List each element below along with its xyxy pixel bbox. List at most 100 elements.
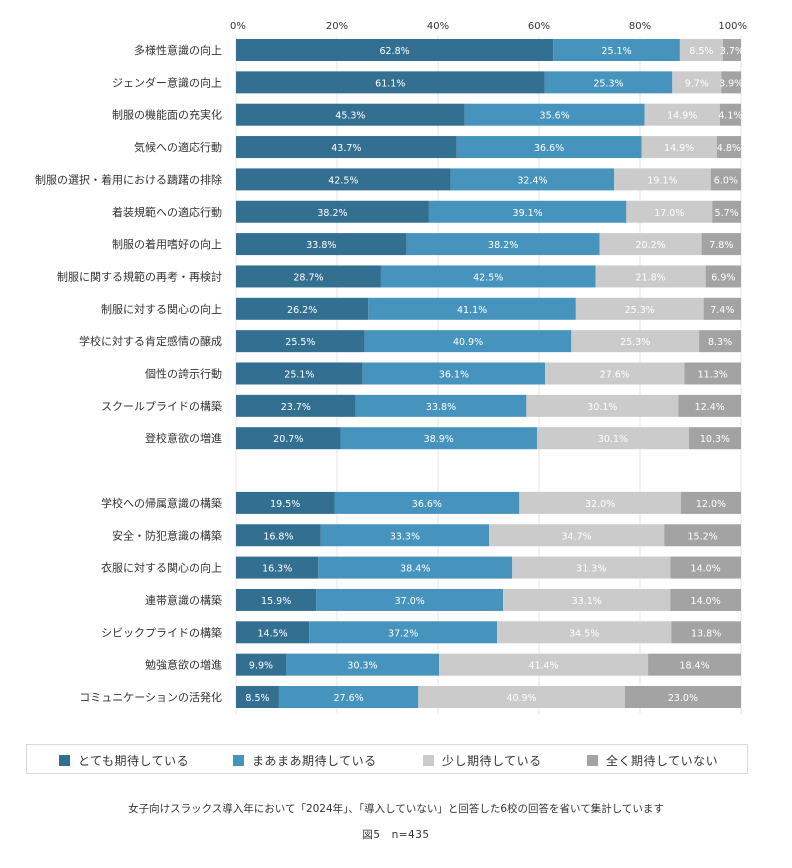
data-label: 33.8%	[426, 402, 456, 413]
data-label: 9.7%	[685, 78, 709, 89]
category-label: スクールプライドの構築	[101, 399, 222, 413]
bar-segment	[368, 297, 576, 320]
category-label: ジェンダー意識の向上	[112, 75, 222, 89]
data-label: 35.6%	[540, 111, 570, 122]
data-label: 19.5%	[270, 499, 300, 510]
bar-segment	[316, 588, 504, 611]
data-label: 34.5%	[569, 628, 599, 639]
legend-label-not-at-all: 全く期待していない	[606, 753, 719, 768]
data-label: 6.0%	[714, 175, 738, 186]
data-label: 36.6%	[412, 499, 442, 510]
data-label: 15.2%	[688, 531, 718, 542]
data-label: 38.4%	[400, 564, 430, 575]
data-label: 14.9%	[664, 143, 694, 154]
bar-segment	[716, 136, 741, 159]
bar-segment	[380, 265, 596, 288]
bar-segment	[553, 39, 680, 61]
legend-swatch-slightly	[423, 754, 434, 766]
x-tick-label: 60%	[528, 21, 550, 32]
bar-segment	[575, 297, 704, 320]
category-label: シビックプライドの構築	[101, 625, 222, 639]
bar-segment	[334, 491, 520, 514]
category-label: 学校に対する肯定感情の醸成	[79, 334, 222, 348]
x-tick-label: 20%	[326, 21, 348, 32]
bar-segment	[703, 297, 741, 320]
legend: とても期待している まあまあ期待している 少し期待している 全く期待していない	[26, 744, 748, 774]
bar-segment	[236, 653, 286, 676]
data-label: 42.5%	[328, 175, 358, 186]
bar-segment	[362, 362, 546, 385]
category-label: 衣服に対する関心の向上	[101, 561, 222, 575]
data-label: 62.8%	[379, 46, 409, 57]
bar-segment	[439, 653, 649, 676]
data-label: 14.9%	[667, 111, 697, 122]
data-label: 43.7%	[331, 143, 361, 154]
data-label: 39.1%	[513, 208, 543, 219]
bar-segment	[545, 362, 685, 385]
legend-item-very: とても期待している	[59, 752, 189, 768]
data-label: 7.8%	[709, 240, 733, 251]
bar-segment	[236, 427, 341, 450]
bar-segment	[236, 103, 465, 126]
data-label: 11.3%	[698, 370, 728, 381]
data-label: 17.0%	[654, 208, 684, 219]
data-label: 20.7%	[273, 434, 303, 445]
data-label: 37.2%	[388, 628, 418, 639]
bar-segment	[364, 330, 572, 353]
bar-segment	[701, 233, 741, 256]
data-label: 38.9%	[424, 434, 454, 445]
bar-segment	[489, 524, 665, 547]
data-label: 14.0%	[691, 596, 721, 607]
data-label: 21.8%	[636, 272, 666, 283]
data-label: 33.1%	[572, 596, 602, 607]
category-label: 制服の選択・着用における躊躇の排除	[35, 172, 222, 186]
bar-segment	[648, 653, 741, 676]
data-label: 31.3%	[576, 564, 606, 575]
bar-segment	[536, 427, 689, 450]
bar-segment	[712, 200, 741, 223]
bar-segment	[418, 686, 625, 708]
data-label: 18.4%	[679, 661, 709, 672]
bar-segment	[236, 168, 451, 191]
data-label: 10.3%	[700, 434, 730, 445]
x-tick-label: 100%	[718, 21, 747, 32]
data-label: 40.9%	[506, 693, 536, 704]
data-label: 16.3%	[262, 564, 292, 575]
bar-segment	[309, 621, 498, 644]
data-label: 5.7%	[715, 208, 739, 219]
bar-segment	[503, 588, 671, 611]
data-label: 8.3%	[708, 337, 732, 348]
data-label: 3.9%	[719, 78, 743, 89]
bar-segment	[236, 233, 407, 256]
data-label: 41.1%	[457, 305, 487, 316]
bar-segment	[721, 71, 741, 94]
data-label: 38.2%	[317, 208, 347, 219]
bar-segment	[672, 71, 722, 94]
category-label: 多様性意識の向上	[134, 43, 222, 57]
bar-segment	[719, 103, 741, 126]
bar-segment	[626, 200, 713, 223]
bar-segment	[512, 556, 671, 579]
data-label: 25.3%	[593, 78, 623, 89]
data-label: 26.2%	[287, 305, 317, 316]
data-label: 36.6%	[534, 143, 564, 154]
data-label: 32.4%	[517, 175, 547, 186]
data-label: 8.5%	[689, 46, 713, 57]
data-label: 25.1%	[601, 46, 631, 57]
bar-segment	[428, 200, 627, 223]
category-label: 制服の着用嗜好の向上	[112, 237, 222, 251]
data-label: 30.3%	[347, 661, 377, 672]
bar-segment	[497, 621, 672, 644]
legend-swatch-very	[59, 754, 70, 766]
data-label: 28.7%	[293, 272, 323, 283]
category-label: 安全・防犯意識の構築	[112, 528, 222, 542]
bar-segment	[599, 233, 702, 256]
bar-segment	[285, 653, 440, 676]
category-label: 制服に関する規範の再考・再検討	[57, 269, 222, 283]
data-label: 7.4%	[710, 305, 734, 316]
data-label: 12.4%	[695, 402, 725, 413]
category-label: コミュニケーションの活発化	[79, 690, 222, 704]
bar-segment	[236, 686, 279, 708]
bar-segment	[614, 168, 711, 191]
bar-segment	[236, 621, 310, 644]
